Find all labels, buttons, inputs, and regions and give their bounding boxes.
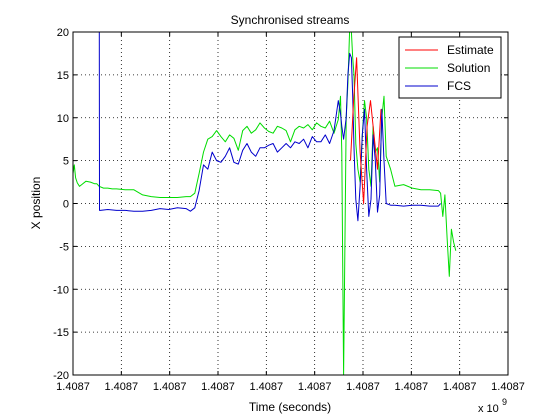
plot-series bbox=[73, 32, 457, 375]
x-tick-label: 1.4087 bbox=[105, 381, 139, 393]
x-tick-label: 1.4087 bbox=[346, 381, 380, 393]
x-tick-label: 1.4087 bbox=[395, 381, 429, 393]
legend-label-estimate: Estimate bbox=[447, 43, 494, 57]
series-line-estimate bbox=[350, 57, 382, 204]
series-line-fcs bbox=[98, 32, 441, 222]
y-tick-labels: -20 -15 -10 -5 0 5 10 15 20 bbox=[53, 27, 69, 382]
y-tick-label: 0 bbox=[63, 199, 69, 211]
y-tick-label: -15 bbox=[53, 327, 69, 339]
axis-ticks bbox=[72, 31, 509, 376]
legend-label-solution: Solution bbox=[447, 61, 490, 75]
x-tick-label: 1.4087 bbox=[491, 381, 525, 393]
x-axis-multiplier-exponent: 9 bbox=[502, 397, 507, 407]
x-tick-label: 1.4087 bbox=[56, 381, 90, 393]
x-tick-labels: 1.4087 1.4087 1.4087 1.4087 1.4087 1.4087 1.40… bbox=[56, 381, 525, 393]
x-tick-label: 1.4087 bbox=[298, 381, 332, 393]
y-tick-label: 10 bbox=[57, 113, 69, 125]
y-tick-label: 20 bbox=[57, 27, 69, 39]
x-axis-multiplier: x 10 bbox=[478, 403, 499, 415]
y-axis-label: X position bbox=[29, 177, 43, 230]
grid-lines bbox=[73, 32, 508, 375]
chart-title: Synchronised streams bbox=[231, 13, 350, 27]
x-tick-label: 1.4087 bbox=[153, 381, 187, 393]
x-tick-label: 1.4087 bbox=[201, 381, 235, 393]
series-line-solution bbox=[73, 32, 457, 375]
y-tick-label: -5 bbox=[59, 241, 69, 253]
x-tick-label: 1.4087 bbox=[443, 381, 477, 393]
legend-label-fcs: FCS bbox=[447, 79, 471, 93]
y-tick-label: -10 bbox=[53, 284, 69, 296]
x-tick-label: 1.4087 bbox=[250, 381, 284, 393]
y-tick-label: 15 bbox=[57, 70, 69, 82]
y-tick-label: 5 bbox=[63, 156, 69, 168]
y-tick-label: -20 bbox=[53, 370, 69, 382]
legend: Estimate Solution FCS bbox=[398, 36, 502, 99]
x-axis-label: Time (seconds) bbox=[249, 400, 331, 414]
